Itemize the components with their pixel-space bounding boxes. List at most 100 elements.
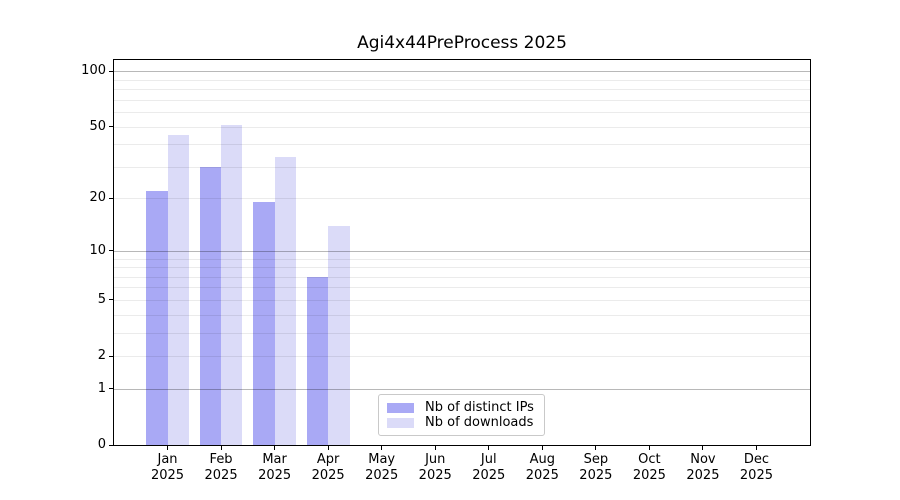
bar-distinct-ips-jan [146,191,168,445]
x-tick-year-oct: 2025 [632,468,666,483]
y-tick-mark-1 [109,388,113,390]
y-tick-label-5: 5 [97,291,106,307]
legend-label-distinct-ips: Nb of distinct IPs [425,400,534,415]
x-tick-mark-aug [541,446,543,450]
x-tick-year-may: 2025 [365,468,399,483]
gridline-minor-6 [114,287,810,289]
x-tick-label-jun: Jun 2025 [407,452,463,484]
x-tick-month-aug: Aug [529,452,555,467]
x-tick-year-mar: 2025 [258,468,292,483]
bar-downloads-mar [274,157,297,445]
gridline-minor-5 [114,299,810,301]
x-tick-month-mar: Mar [262,452,287,467]
x-tick-label-mar: Mar 2025 [247,452,303,484]
x-tick-mark-may [381,446,383,450]
gridline-major-100 [114,71,810,73]
legend-label-downloads: Nb of downloads [425,415,534,430]
y-tick-label-100: 100 [81,63,106,79]
bar-downloads-jan [167,134,189,445]
x-tick-month-dec: Dec [743,452,770,467]
x-tick-label-aug: Aug 2025 [514,452,570,484]
x-tick-year-jul: 2025 [472,468,506,483]
y-tick-label-0: 0 [97,437,106,452]
legend-item-distinct-ips: Nb of distinct IPs [387,400,536,415]
gridline-minor-3 [114,332,810,334]
gridline-minor-50 [114,126,810,128]
x-tick-month-jul: Jul [480,452,497,467]
plot-area: Nb of distinct IPs Nb of downloads [113,59,811,446]
gridline-major-10 [114,250,810,252]
x-tick-label-sep: Sep 2025 [568,452,624,484]
x-tick-month-feb: Feb [209,452,233,467]
gridline-minor-40 [114,144,810,146]
x-tick-month-jan: Jan [157,452,178,467]
chart-title: Agi4x44PreProcess 2025 [357,33,567,53]
gridline-major-1 [114,388,810,390]
x-tick-label-jul: Jul 2025 [461,452,517,484]
x-tick-year-aug: 2025 [525,468,559,483]
x-tick-mark-mar [274,446,276,450]
gridline-minor-30 [114,166,810,168]
x-tick-year-nov: 2025 [686,468,720,483]
x-tick-label-apr: Apr 2025 [300,452,356,484]
legend-swatch-distinct-ips [387,402,414,413]
x-tick-mark-dec [755,446,757,450]
gridline-minor-80 [114,89,810,91]
gridline-minor-2 [114,356,810,358]
bar-downloads-feb [221,124,243,445]
x-tick-year-jan: 2025 [150,468,185,483]
y-tick-label-20: 20 [89,190,106,206]
x-tick-year-apr: 2025 [311,468,345,483]
x-tick-month-jun: Jun [425,452,446,467]
x-tick-mark-nov [702,446,704,450]
gridline-minor-20 [114,198,810,200]
x-tick-month-may: May [368,452,396,467]
x-tick-month-oct: Oct [638,452,661,467]
y-tick-mark-100 [109,70,113,72]
y-tick-mark-2 [109,355,113,357]
x-tick-year-sep: 2025 [579,468,613,483]
x-tick-mark-jan [167,446,169,450]
gridline-minor-8 [114,267,810,269]
x-tick-month-apr: Apr [316,452,340,467]
x-tick-year-feb: 2025 [204,468,238,483]
x-tick-mark-sep [595,446,597,450]
gridline-minor-9 [114,258,810,260]
y-tick-label-1: 1 [97,380,106,396]
x-tick-mark-oct [648,446,650,450]
gridline-minor-4 [114,314,810,316]
bar-distinct-ips-feb [199,166,222,445]
y-tick-label-10: 10 [89,242,106,258]
x-tick-label-dec: Dec 2025 [728,452,784,484]
x-tick-mark-jul [488,446,490,450]
x-tick-mark-jun [434,446,436,450]
y-tick-label-2: 2 [97,348,106,364]
x-tick-label-nov: Nov 2025 [675,452,731,484]
x-tick-month-nov: Nov [690,452,716,467]
legend-item-downloads: Nb of downloads [387,415,536,430]
y-tick-mark-0 [109,444,113,446]
x-tick-mark-feb [220,446,222,450]
y-tick-mark-5 [109,299,113,301]
gridline-minor-7 [114,276,810,278]
bar-distinct-ips-mar [253,202,275,445]
y-tick-mark-20 [109,197,113,199]
y-tick-mark-10 [109,250,113,252]
x-tick-month-sep: Sep [583,452,609,467]
x-tick-year-dec: 2025 [739,468,773,483]
gridline-minor-90 [114,79,810,81]
x-tick-year-jun: 2025 [418,468,452,483]
x-tick-label-feb: Feb 2025 [193,452,249,484]
y-tick-mark-50 [109,126,113,128]
x-tick-label-may: May 2025 [354,452,410,484]
y-tick-label-50: 50 [89,118,106,134]
gridline-minor-70 [114,99,810,101]
gridline-minor-60 [114,112,810,114]
x-tick-label-oct: Oct 2025 [621,452,677,484]
legend: Nb of distinct IPs Nb of downloads [378,394,545,436]
x-tick-label-jan: Jan 2025 [140,452,196,484]
legend-swatch-downloads [387,417,414,428]
bar-distinct-ips-apr [306,276,329,445]
x-tick-mark-apr [327,446,329,450]
